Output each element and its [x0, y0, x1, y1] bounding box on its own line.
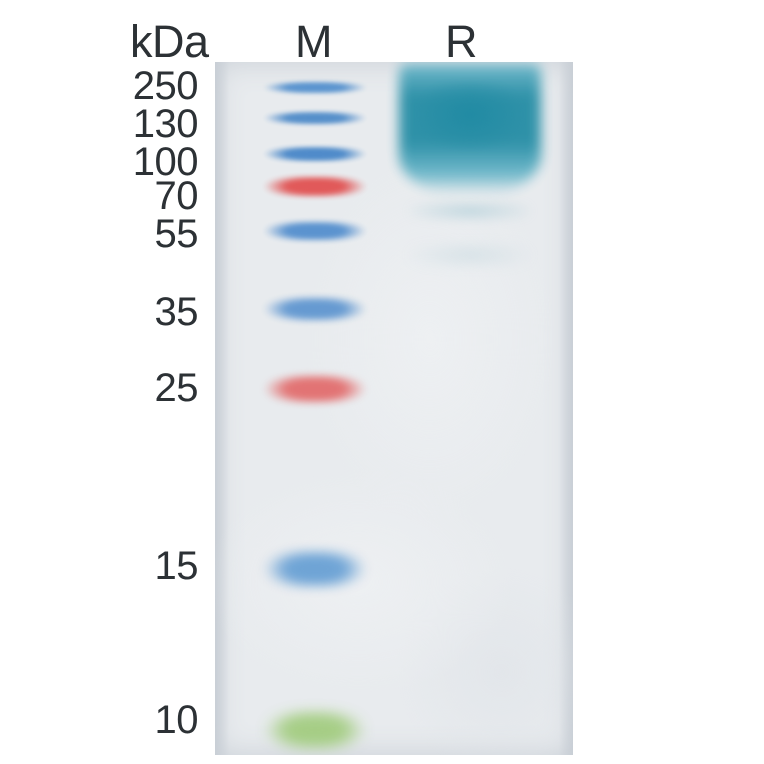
- ladder-band: [261, 298, 369, 320]
- ladder-band: [261, 147, 369, 161]
- ladder-lane: [261, 62, 369, 755]
- sample-faint-band: [409, 202, 531, 220]
- ladder-band: [261, 82, 369, 93]
- ladder-band: [261, 376, 369, 402]
- ladder-band: [261, 177, 369, 196]
- lane-r-label: R: [445, 16, 477, 68]
- mw-label: 10: [155, 698, 199, 743]
- lane-m-label: M: [295, 16, 332, 68]
- mw-label: 55: [155, 212, 199, 257]
- sample-lane: [405, 62, 535, 755]
- ladder-band: [261, 712, 369, 748]
- lane-r-text: R: [445, 16, 477, 67]
- lane-m-text: M: [295, 16, 332, 67]
- unit-text: kDa: [130, 16, 209, 67]
- mw-label: 15: [155, 544, 199, 589]
- mw-label: 25: [155, 366, 199, 411]
- ladder-band: [261, 112, 369, 124]
- gel-membrane: [215, 62, 573, 755]
- unit-label: kDa: [130, 16, 209, 68]
- ladder-band: [261, 552, 369, 586]
- mw-label: 35: [155, 290, 199, 335]
- sample-smear-core: [417, 82, 523, 154]
- sample-faint-band: [409, 244, 531, 266]
- ladder-band: [261, 222, 369, 240]
